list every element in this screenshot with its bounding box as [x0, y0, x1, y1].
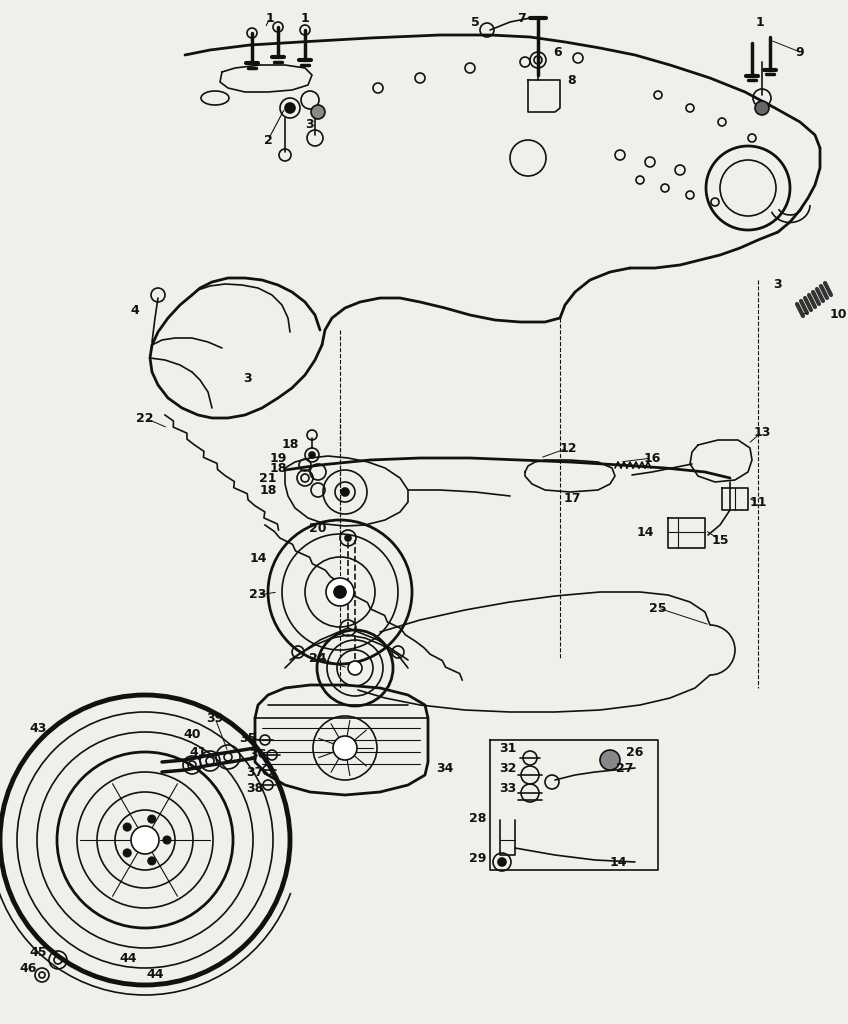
Text: 13: 13 [753, 426, 771, 438]
Text: 38: 38 [247, 781, 264, 795]
Text: 31: 31 [499, 741, 516, 755]
Text: 28: 28 [469, 811, 487, 824]
Text: 36: 36 [249, 749, 266, 762]
Text: 33: 33 [499, 781, 516, 795]
Circle shape [309, 452, 315, 458]
Text: 6: 6 [554, 45, 562, 58]
Text: 15: 15 [711, 534, 728, 547]
Circle shape [311, 105, 325, 119]
Circle shape [285, 103, 295, 113]
Text: 43: 43 [30, 722, 47, 734]
Text: 32: 32 [499, 762, 516, 774]
Text: 16: 16 [644, 452, 661, 465]
Text: 1: 1 [265, 11, 275, 25]
Text: 41: 41 [189, 745, 207, 759]
Text: 22: 22 [137, 412, 153, 425]
Text: 14: 14 [636, 525, 654, 539]
Circle shape [123, 849, 131, 857]
Text: 17: 17 [563, 492, 581, 505]
Text: 46: 46 [20, 962, 36, 975]
Circle shape [348, 662, 362, 675]
Text: 35: 35 [239, 731, 257, 744]
Text: 29: 29 [469, 852, 487, 864]
Text: 7: 7 [517, 11, 527, 25]
Circle shape [333, 736, 357, 760]
Text: 40: 40 [183, 728, 201, 741]
Text: 4: 4 [131, 303, 139, 316]
Text: 18: 18 [259, 483, 276, 497]
Circle shape [600, 750, 620, 770]
Text: 37: 37 [246, 766, 264, 778]
Text: 34: 34 [437, 762, 454, 774]
Circle shape [341, 488, 349, 496]
Text: 39: 39 [206, 712, 224, 725]
Text: 1: 1 [756, 15, 764, 29]
Circle shape [755, 101, 769, 115]
Text: 21: 21 [259, 471, 276, 484]
Text: 11: 11 [750, 496, 767, 509]
Circle shape [345, 535, 351, 541]
Text: 3: 3 [773, 279, 783, 292]
Text: 25: 25 [650, 601, 667, 614]
Circle shape [163, 836, 171, 844]
Text: 8: 8 [567, 74, 577, 86]
Text: 19: 19 [270, 452, 287, 465]
Circle shape [148, 857, 156, 865]
Text: 20: 20 [310, 521, 326, 535]
Text: 27: 27 [616, 762, 633, 774]
Circle shape [498, 858, 506, 866]
Text: 24: 24 [310, 651, 326, 665]
Text: 14: 14 [609, 855, 627, 868]
Text: 3: 3 [243, 372, 253, 384]
Circle shape [131, 826, 159, 854]
Text: 26: 26 [627, 745, 644, 759]
Text: 10: 10 [829, 308, 847, 322]
Text: 12: 12 [559, 441, 577, 455]
Circle shape [148, 815, 156, 823]
Text: 5: 5 [471, 15, 479, 29]
Text: 3: 3 [305, 119, 315, 131]
Text: 2: 2 [264, 133, 272, 146]
Text: 9: 9 [795, 45, 804, 58]
Circle shape [326, 578, 354, 606]
Text: 1: 1 [301, 11, 310, 25]
Text: 14: 14 [249, 552, 267, 564]
Text: 18: 18 [282, 438, 298, 452]
Circle shape [334, 586, 346, 598]
Text: 44: 44 [120, 951, 137, 965]
Text: 18: 18 [270, 462, 287, 474]
Text: 23: 23 [249, 589, 266, 601]
Text: 45: 45 [29, 945, 47, 958]
Text: 44: 44 [146, 969, 164, 981]
Circle shape [123, 823, 131, 831]
